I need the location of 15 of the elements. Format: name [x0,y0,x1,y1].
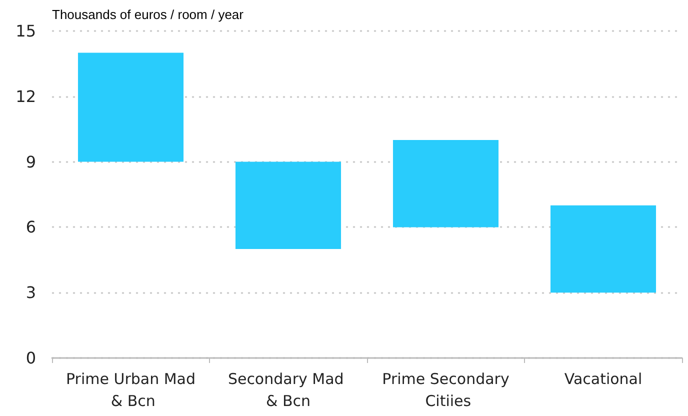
y-tick-label: 15 [16,22,36,40]
y-tick-label: 3 [26,283,36,302]
bar [78,52,184,162]
x-tick-label: Prime Urban Mad & Bcn [66,370,196,410]
bar [550,205,656,293]
y-tick-label: 0 [26,348,36,368]
y-tick-label: 12 [16,86,36,106]
x-tick-label: Secondary Mad & Bcn [228,370,349,410]
bar [392,140,499,228]
y-tick-label: 6 [26,218,36,237]
y-axis-title: Thousands of euros / room / year [52,7,244,22]
y-tick-label: 9 [26,152,36,172]
bar [235,162,342,249]
x-tick-label: Prime Secondary Citiies [382,370,510,410]
x-tick-label: Vacational [564,370,642,388]
